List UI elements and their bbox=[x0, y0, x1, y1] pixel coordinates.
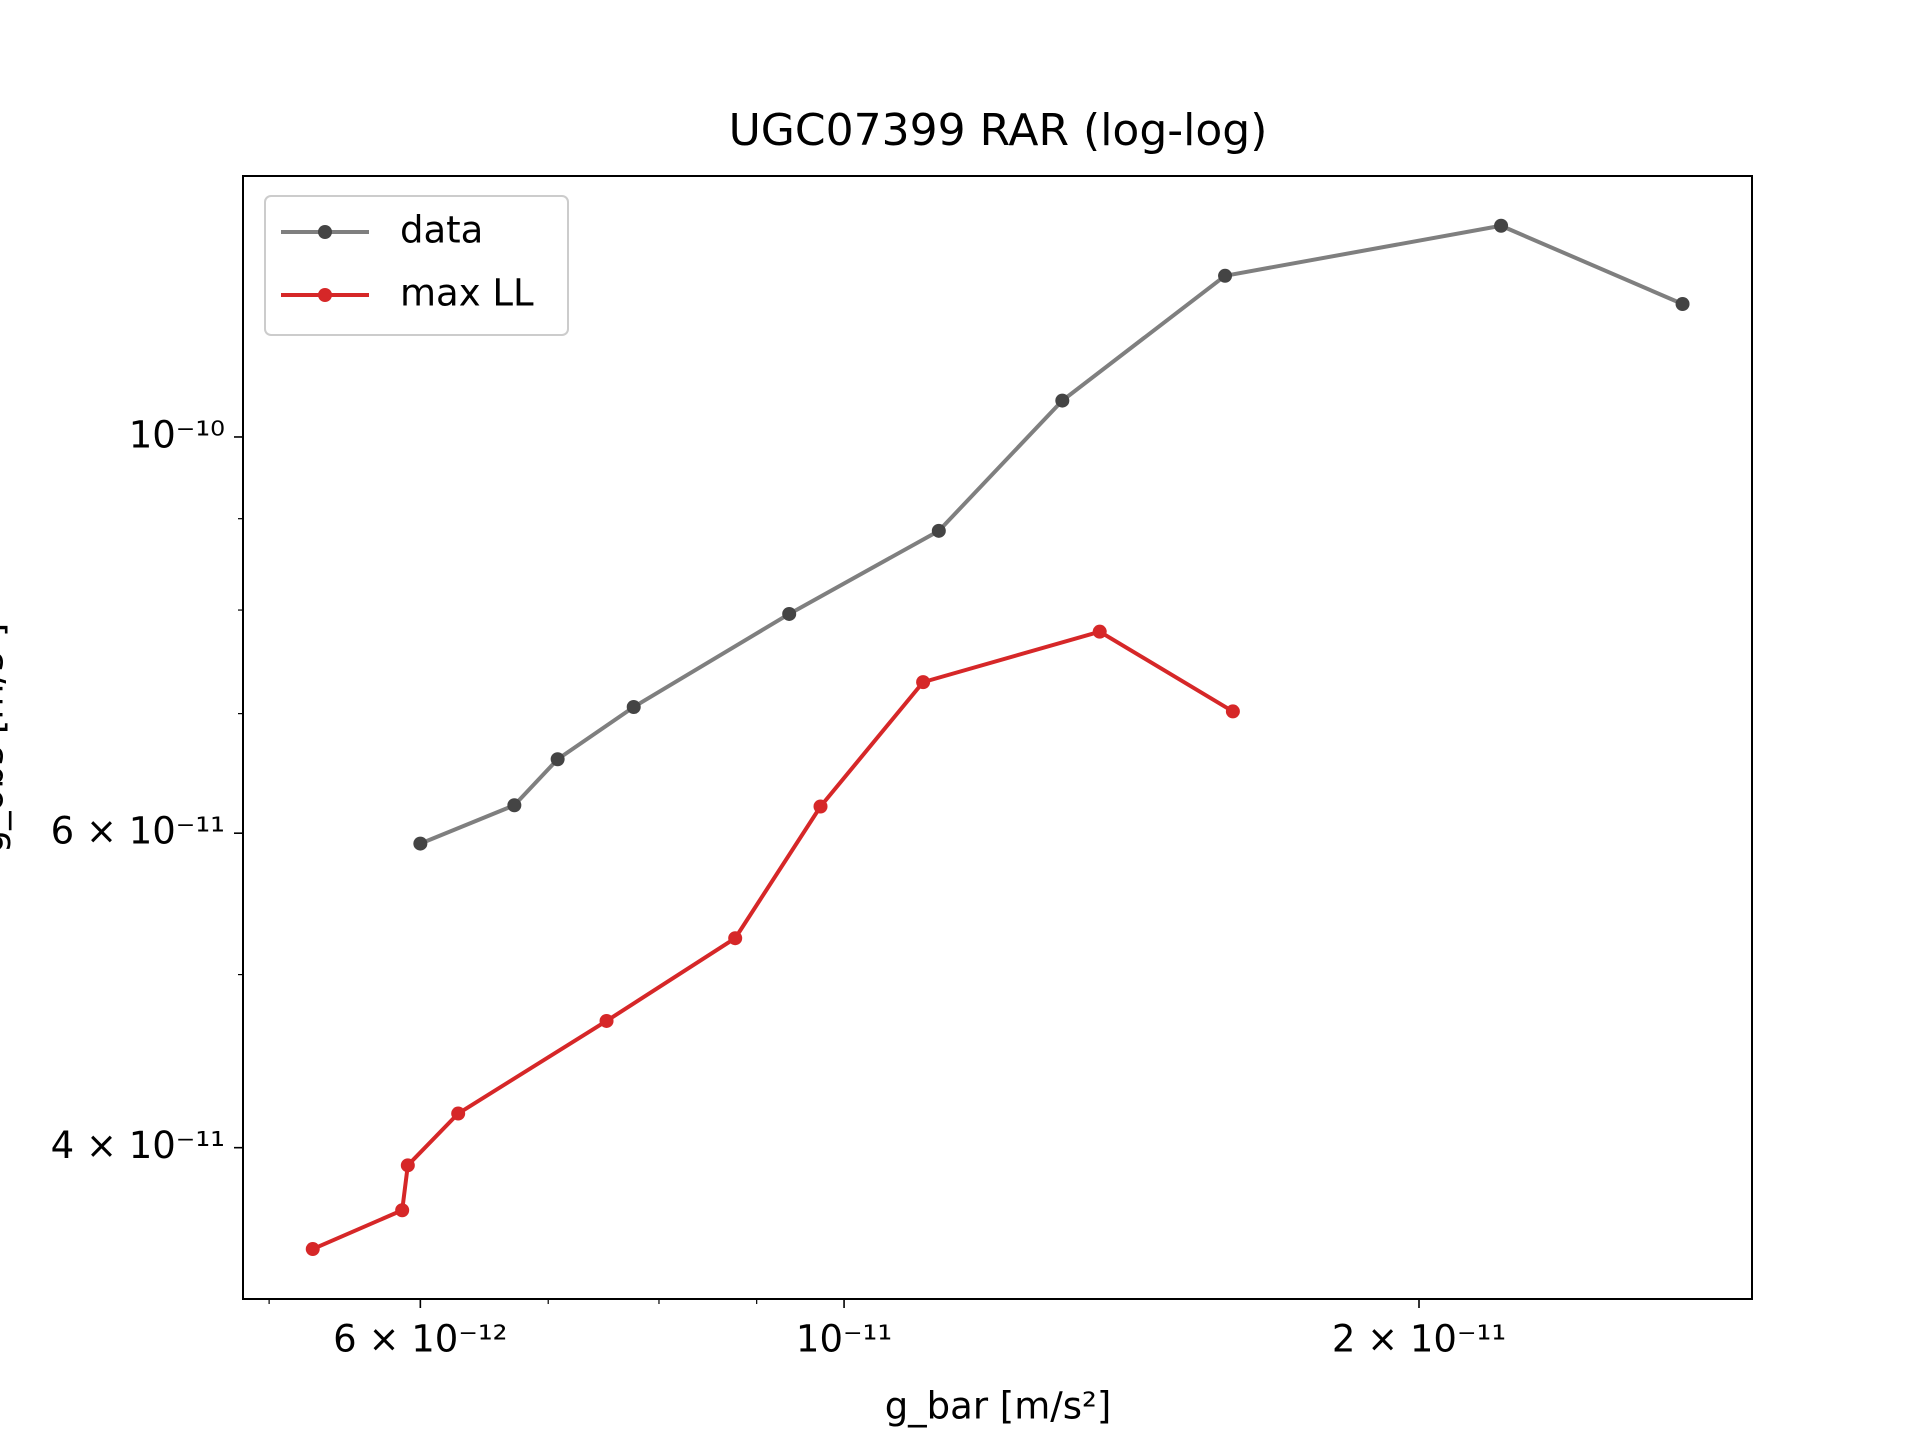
data-point bbox=[931, 523, 946, 538]
chart-title: UGC07399 RAR (log-log) bbox=[729, 105, 1268, 156]
data-point bbox=[1494, 218, 1509, 233]
data-point bbox=[1092, 624, 1107, 639]
x-tick-label: 10⁻¹¹ bbox=[796, 1318, 892, 1361]
data-point bbox=[916, 675, 931, 690]
series-line bbox=[419, 223, 1684, 846]
data-point bbox=[599, 1013, 614, 1028]
data-point bbox=[395, 1203, 410, 1218]
data-point bbox=[550, 752, 565, 767]
data-point bbox=[451, 1106, 466, 1121]
data-point bbox=[1055, 393, 1070, 408]
y-tick-label: 6 × 10⁻¹¹ bbox=[51, 810, 225, 853]
x-axis-label: g_bar [m/s²] bbox=[885, 1385, 1112, 1428]
legend-marker bbox=[318, 288, 332, 302]
legend-marker bbox=[318, 225, 332, 239]
y-axis-label: g_obs [m/s²] bbox=[0, 623, 12, 854]
axes-frame bbox=[242, 175, 1753, 1300]
x-tick-label: 6 × 10⁻¹² bbox=[333, 1318, 507, 1361]
x-tick-label: 2 × 10⁻¹¹ bbox=[1332, 1318, 1506, 1361]
data-point bbox=[507, 798, 522, 813]
y-tick-label: 4 × 10⁻¹¹ bbox=[51, 1124, 225, 1167]
data-point bbox=[782, 606, 797, 621]
data-point bbox=[1675, 297, 1690, 312]
data-point bbox=[1225, 704, 1240, 719]
series-line bbox=[311, 629, 1234, 1251]
data-point bbox=[305, 1242, 320, 1257]
data-point bbox=[413, 836, 428, 851]
data-point bbox=[400, 1158, 415, 1173]
data-point bbox=[626, 700, 641, 715]
data-point bbox=[813, 799, 828, 814]
legend-label: max LL bbox=[400, 272, 534, 315]
y-tick-label: 10⁻¹⁰ bbox=[129, 413, 225, 456]
data-point bbox=[1218, 268, 1233, 283]
data-point bbox=[728, 931, 743, 946]
legend-label: data bbox=[400, 209, 483, 252]
